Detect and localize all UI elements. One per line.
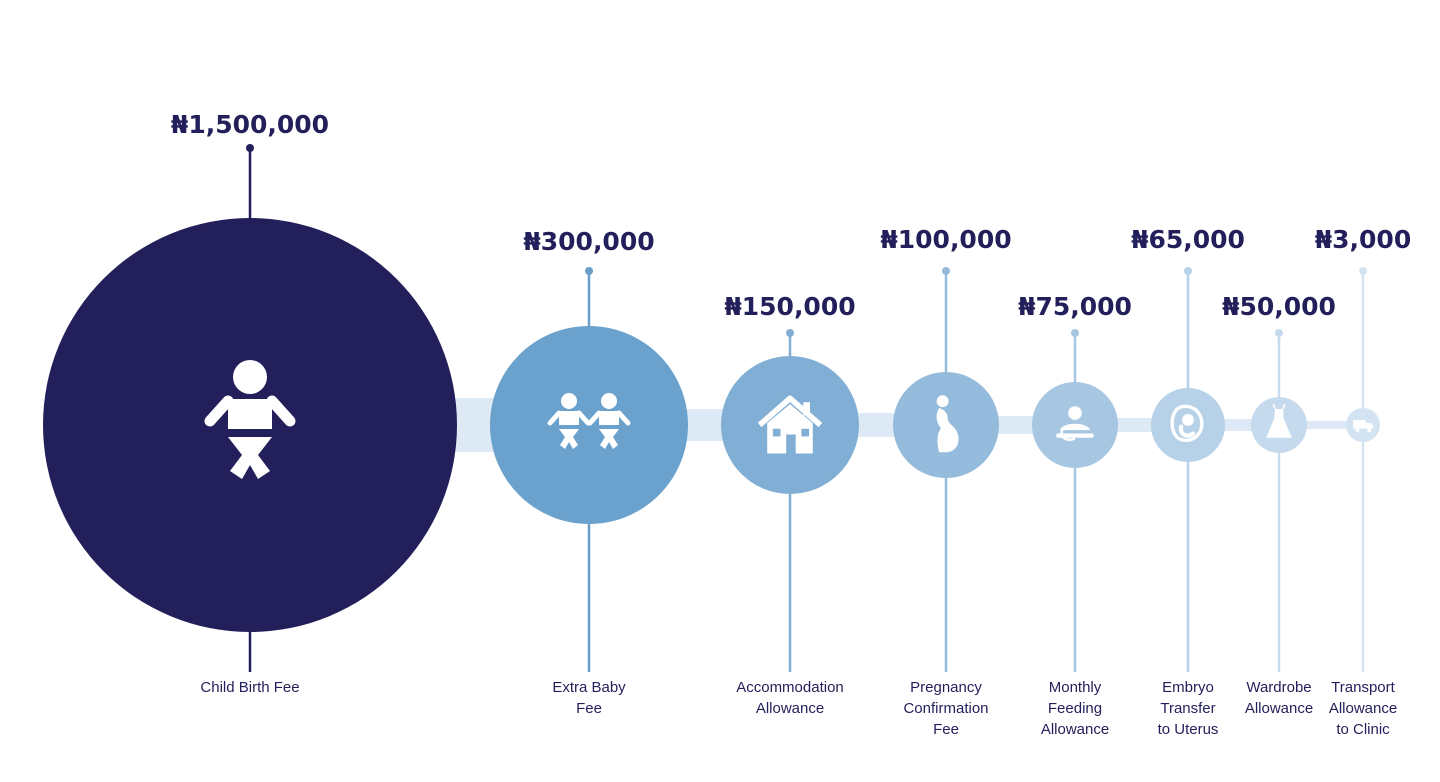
stem-dot [1275,329,1283,337]
icon-wrap [1056,406,1094,441]
stem-dot [1359,267,1367,275]
stem-dot [786,329,794,337]
fee-item: ₦50,000 Wardrobe Allowance [1222,292,1336,717]
house-icon [757,395,823,454]
icon-wrap [1170,404,1204,442]
category-label: Child Birth Fee [200,679,299,696]
amount-label: ₦1,500,000 [171,110,329,139]
feeding-icon [1056,406,1094,441]
amount-label: ₦50,000 [1222,292,1336,321]
stem-dot [1184,267,1192,275]
amount-label: ₦65,000 [1131,225,1245,254]
icon-wrap [936,395,959,453]
category-label: Wardrobe Allowance [1245,679,1313,717]
category-label: Accommodation Allowance [736,679,844,717]
embryo-icon [1170,404,1204,442]
fee-item: ₦150,000 Accommodation Allowance [721,292,859,717]
connector-band [1279,421,1363,429]
fee-item: ₦300,000 Extra Baby Fee [490,227,688,717]
icon-wrap [1266,403,1292,438]
baby-icon [204,360,296,479]
stem-dot [585,267,593,275]
fee-item: ₦1,500,000 Child Birth Fee [43,110,457,696]
category-label: Monthly Feeding Allowance [1041,679,1109,738]
category-label: Pregnancy Confirmation Fee [903,679,988,738]
amount-label: ₦150,000 [724,292,855,321]
icon-wrap [1353,420,1374,432]
stem-dot [1071,329,1079,337]
category-label: Extra Baby Fee [552,679,626,717]
fee-item: ₦3,000 Transport Allowance to Clinic [1315,225,1411,738]
stem-dot [246,144,254,152]
pregnant-woman-icon [936,395,959,453]
fee-item: ₦75,000 Monthly Feeding Allowance [1018,292,1132,738]
twin-babies-icon [547,393,631,449]
fee-item: ₦65,000 Embryo Transfer to Uterus [1131,225,1245,738]
fee-item: ₦100,000 Pregnancy Confirmation Fee [880,225,1011,738]
dress-icon [1266,403,1292,438]
amount-label: ₦3,000 [1315,225,1411,254]
icon-wrap [204,360,296,479]
amount-label: ₦75,000 [1018,292,1132,321]
icon-wrap [757,395,823,454]
amount-label: ₦100,000 [880,225,1011,254]
amount-label: ₦300,000 [523,227,654,256]
stem-dot [942,267,950,275]
icon-wrap [547,393,631,449]
category-label: Transport Allowance to Clinic [1329,679,1397,738]
truck-icon [1353,420,1374,432]
category-label: Embryo Transfer to Uterus [1158,679,1219,738]
